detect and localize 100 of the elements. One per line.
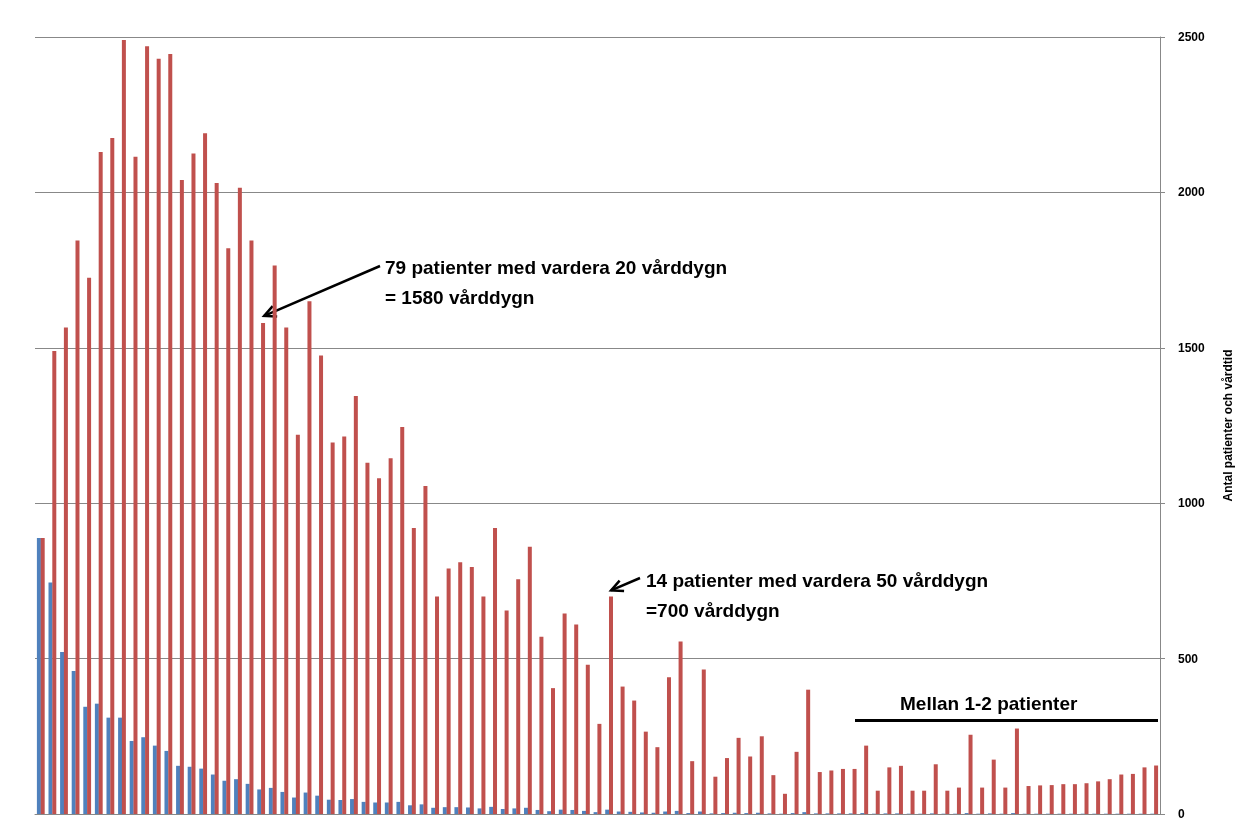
bar [431, 807, 436, 814]
bar [295, 434, 300, 814]
bar [504, 610, 509, 814]
bar [98, 152, 103, 814]
bar [864, 745, 869, 814]
bar [237, 187, 242, 814]
bar [400, 427, 405, 814]
bar [562, 613, 567, 814]
bar [968, 734, 973, 814]
bar [547, 811, 552, 814]
bar [632, 700, 637, 814]
bar [524, 807, 529, 814]
bar [678, 641, 683, 814]
bar [690, 761, 695, 814]
bar [922, 790, 927, 814]
bar [1038, 785, 1043, 814]
bar [63, 327, 68, 814]
bar [199, 768, 204, 814]
bar [176, 765, 181, 814]
bar [666, 677, 671, 814]
bar [234, 779, 239, 814]
bar [493, 528, 498, 814]
y-tick-label: 2500 [1178, 30, 1206, 44]
bar [875, 790, 880, 814]
bar [272, 265, 277, 814]
bar [106, 717, 111, 814]
bar [249, 240, 254, 814]
bar [724, 758, 729, 814]
y-tick-label: 0 [1178, 807, 1185, 821]
bar [261, 322, 266, 814]
bar [469, 566, 474, 814]
bar [1026, 786, 1031, 814]
bar [191, 153, 196, 814]
bar [643, 731, 648, 814]
bar [674, 810, 679, 814]
bar [203, 133, 208, 814]
bar [319, 355, 324, 814]
bar [342, 436, 347, 814]
bar [1154, 765, 1159, 814]
bar [574, 624, 579, 814]
bar [87, 277, 92, 814]
bar [226, 248, 231, 814]
bar [512, 808, 517, 814]
bar [222, 780, 227, 814]
bar [36, 538, 41, 814]
bar [141, 737, 146, 814]
bar [442, 807, 447, 814]
bar [585, 664, 590, 814]
bar [1119, 774, 1124, 814]
bar [179, 179, 184, 814]
bar [94, 703, 99, 814]
bar [558, 809, 563, 814]
bar [570, 809, 575, 814]
bar [1072, 784, 1077, 814]
bar [350, 799, 355, 814]
bar [516, 579, 521, 814]
bar [817, 772, 822, 814]
bar [713, 776, 718, 814]
bar [582, 810, 586, 814]
bar [48, 582, 53, 814]
bar [268, 787, 273, 814]
bar [292, 797, 297, 814]
bar [782, 793, 787, 814]
bar [388, 458, 393, 814]
bar [210, 774, 215, 814]
bar [75, 240, 80, 814]
bar [655, 747, 660, 814]
y-tick-label: 2000 [1178, 185, 1206, 200]
annotation: 14 patienter med vardera 50 vårddygn =700 vårddygn [646, 569, 989, 621]
bar [956, 787, 961, 814]
bar [257, 789, 262, 814]
bar [759, 736, 764, 814]
bar [446, 568, 451, 814]
bar [353, 395, 358, 814]
bar [701, 669, 706, 814]
bar [118, 717, 123, 814]
bar [377, 478, 382, 814]
bar [1003, 787, 1008, 814]
bar [423, 486, 428, 814]
bar [121, 40, 126, 814]
bar [458, 562, 463, 814]
bar [887, 767, 892, 814]
bar [411, 528, 416, 814]
bar [52, 350, 57, 814]
bar [396, 801, 401, 814]
bar [806, 689, 811, 814]
bar [1096, 781, 1101, 814]
bar [898, 765, 903, 814]
bar [551, 688, 556, 814]
bar [280, 791, 285, 814]
bar [168, 54, 173, 814]
bar [214, 183, 219, 814]
bar [307, 301, 312, 814]
bar [408, 805, 413, 814]
bar [284, 327, 289, 814]
bar [933, 764, 938, 814]
bar [326, 799, 331, 814]
bar [315, 795, 320, 814]
bar [980, 787, 985, 814]
annotation: Mellan 1-2 patienter [900, 692, 1078, 714]
